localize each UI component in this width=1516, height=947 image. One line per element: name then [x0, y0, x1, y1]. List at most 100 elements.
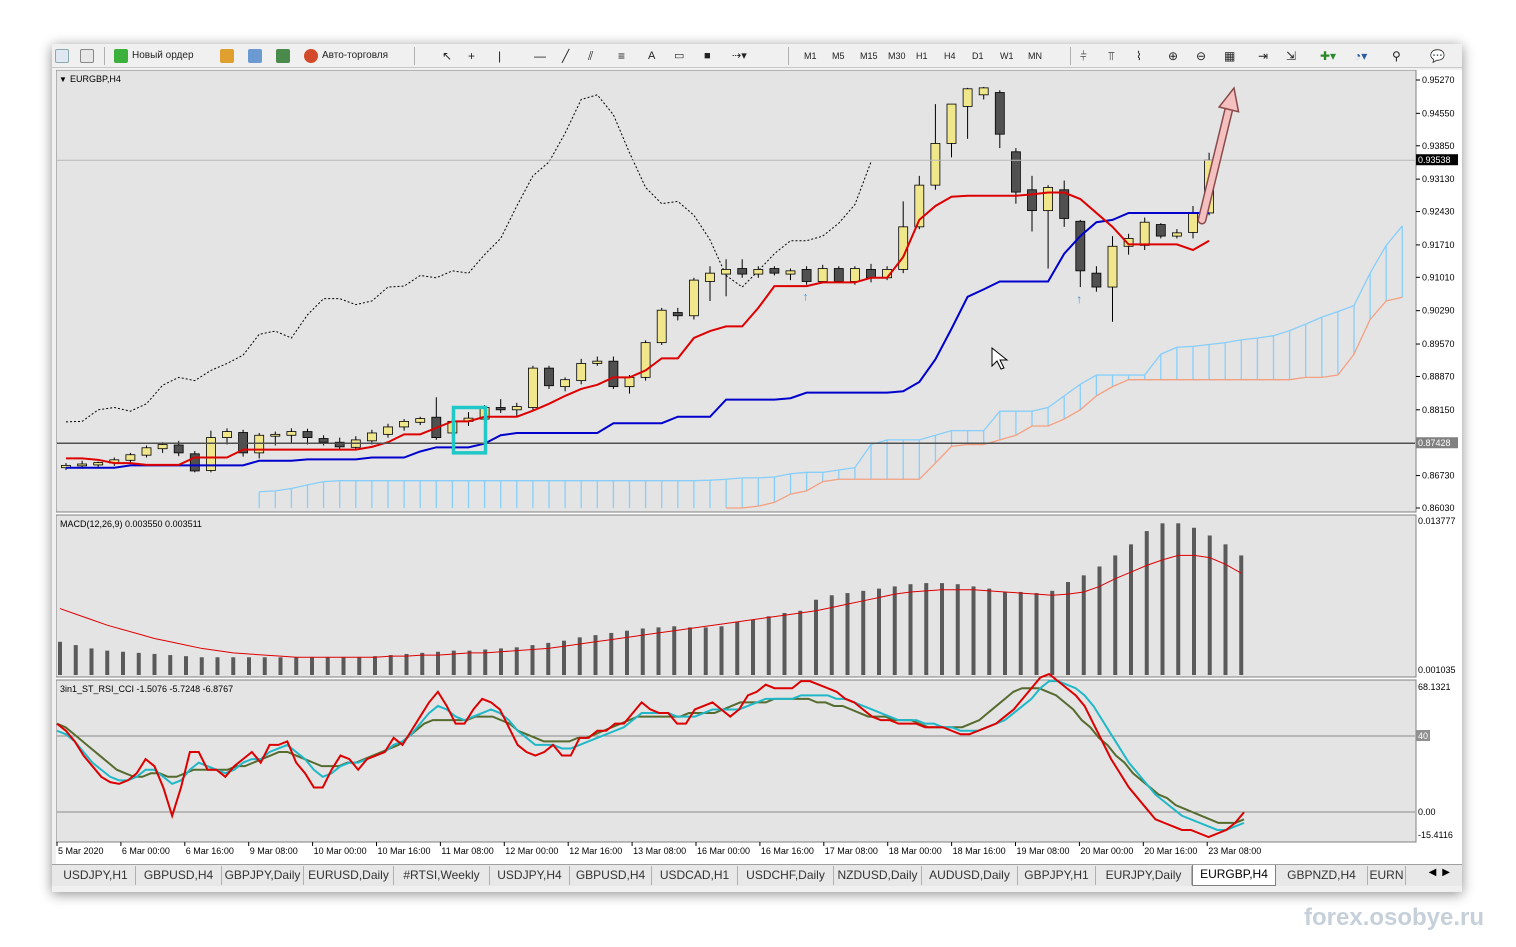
macd-bar [1223, 544, 1228, 675]
chat-icon[interactable]: 💬 [1430, 49, 1445, 63]
zoom-icon[interactable] [80, 49, 94, 63]
timeframe-m30-button[interactable]: M30 [888, 51, 906, 61]
timeframe-d1-button[interactable]: D1 [972, 51, 984, 61]
label-icon[interactable]: ▭ [674, 50, 685, 62]
timeframe-m15-button[interactable]: M15 [860, 51, 878, 61]
zoom-in-icon[interactable]: ⊕ [1168, 49, 1179, 63]
chart-tab[interactable]: GBPNZD,H4 [1276, 866, 1368, 885]
chart-area[interactable]: 0.95270 0.94550 0.93850 0.93130 0.92430 0.917… [55, 69, 1462, 866]
autoscroll-icon[interactable]: ⇲ [1286, 49, 1297, 63]
tile-windows-icon[interactable]: ▦ [1224, 49, 1236, 63]
new-chart-icon[interactable] [55, 49, 69, 63]
periods-icon[interactable]: ◔▾ [1354, 49, 1368, 63]
chart-shift-icon[interactable]: ⇥ [1258, 49, 1269, 63]
text-icon[interactable]: A [648, 50, 656, 62]
macd-bar [798, 610, 803, 675]
crosshair-icon[interactable]: + [468, 49, 476, 63]
macd-bar [373, 656, 377, 675]
chart-tab[interactable]: #RTSI,Weekly [394, 866, 490, 885]
chart-tab[interactable]: USDCAD,H1 [652, 866, 738, 885]
chart-tab[interactable]: USDJPY,H4 [490, 866, 570, 885]
price-label: 0.93850 [1422, 141, 1455, 151]
bullish-candle [93, 462, 104, 466]
bearish-candle [608, 360, 619, 388]
timeframe-mn-button[interactable]: MN [1028, 51, 1042, 61]
mouse-cursor-icon [991, 346, 1009, 370]
macd-bar [530, 645, 535, 675]
macd-bar [404, 653, 409, 675]
market-watch-icon[interactable] [276, 49, 290, 63]
autotrading-button[interactable]: Авто-торговля [322, 50, 389, 61]
chart-tab[interactable]: EURUSD,Daily [304, 866, 394, 885]
chart-tab[interactable]: EURGBP,H4 [1192, 865, 1276, 886]
price-label: 0.91710 [1422, 240, 1455, 250]
macd-bar [451, 650, 456, 675]
macd-bar [1144, 531, 1149, 675]
chart-tab[interactable]: EURN [1368, 866, 1406, 885]
arrow-shaft [1199, 106, 1232, 223]
horizontal-line-icon[interactable]: — [534, 49, 546, 63]
macd-bar [593, 635, 598, 675]
time-label: 11 Mar 08:00 [441, 846, 493, 856]
price-label: 0.86730 [1422, 471, 1455, 481]
channel-icon[interactable]: ⫽ [588, 49, 594, 63]
strategy-tester-icon[interactable] [248, 49, 262, 63]
fibonacci-icon[interactable]: ≡ [618, 49, 626, 63]
new-order-icon[interactable] [114, 49, 128, 63]
trendline-icon[interactable]: ╱ [562, 49, 570, 63]
chart-tab[interactable]: GBPUSD,H4 [570, 866, 652, 885]
macd-bar [625, 630, 629, 675]
macd-bar [1066, 582, 1070, 675]
timeframe-m5-button[interactable]: M5 [832, 51, 845, 61]
timeframe-w1-button[interactable]: W1 [1000, 51, 1014, 61]
bar-chart-icon[interactable]: ⫩ [1080, 49, 1087, 63]
bullish-candle [141, 447, 152, 456]
chart-tab[interactable]: NZDUSD,Daily [834, 866, 922, 885]
bullish-candle [817, 268, 828, 282]
panel-menu-icon[interactable]: ▼ [59, 75, 67, 84]
chart-tab[interactable]: GBPUSD,H4 [136, 866, 222, 885]
candlestick-icon[interactable]: ⫪ [1108, 49, 1115, 63]
macd-bar [829, 595, 834, 675]
arrows-dropdown-icon[interactable]: ⇢▾ [732, 50, 747, 62]
price-label: 0.89570 [1422, 339, 1455, 349]
timeframe-m1-button[interactable]: M1 [804, 51, 817, 61]
autotrading-icon[interactable] [304, 49, 318, 63]
time-label: 16 Mar 00:00 [697, 846, 750, 856]
chart-tab[interactable]: USDCHF,Daily [738, 866, 834, 885]
indicators-icon[interactable]: ✚▾ [1320, 49, 1337, 63]
bullish-candle [399, 420, 410, 428]
osc-level-40-label: 40 [1418, 731, 1428, 741]
cursor-icon[interactable]: ↖ [442, 49, 453, 63]
price-axis: 0.95270 0.94550 0.93850 0.93130 0.92430 0.917… [57, 75, 1458, 513]
timeframe-h4-button[interactable]: H4 [944, 51, 956, 61]
tab-scroll-arrows-icon[interactable]: ◀▶ [1428, 867, 1456, 878]
line-chart-icon[interactable]: ⌇ [1136, 49, 1142, 63]
bullish-candle [527, 367, 538, 408]
metaeditor-icon[interactable] [220, 49, 234, 63]
templates-icon[interactable]: ⚲ [1392, 49, 1401, 63]
price-panel[interactable] [55, 69, 1417, 513]
timeframe-h1-button[interactable]: H1 [916, 51, 928, 61]
zoom-out-icon[interactable]: ⊖ [1196, 49, 1207, 63]
chikou-span [65, 94, 872, 423]
chart-tab[interactable]: GBPJPY,Daily [222, 866, 304, 885]
hline-price-badge [1416, 437, 1458, 449]
vertical-line-icon[interactable]: | [498, 49, 502, 63]
time-label: 13 Mar 08:00 [633, 846, 686, 856]
bullish-candle [366, 432, 377, 442]
shapes-icon[interactable]: ■ [704, 50, 711, 62]
chart-tab[interactable]: AUDUSD,Daily [922, 866, 1018, 885]
chart-tab[interactable]: EURJPY,Daily [1096, 866, 1192, 885]
chart-tab[interactable]: USDJPY,H1 [56, 866, 136, 885]
oscillator-panel[interactable] [55, 679, 1417, 843]
osc-level-0-label: 0.00 [1418, 807, 1436, 817]
chart-svg[interactable]: 0.95270 0.94550 0.93850 0.93130 0.92430 0.917… [55, 69, 1462, 866]
chart-tab[interactable]: GBPJPY,H1 [1018, 866, 1096, 885]
macd-bar [247, 657, 251, 675]
new-order-button[interactable]: Новый ордер [132, 50, 194, 61]
bullish-candle [946, 103, 957, 144]
macd-bar [1034, 593, 1039, 675]
macd-bar [751, 619, 755, 675]
bullish-candle [1107, 245, 1118, 288]
